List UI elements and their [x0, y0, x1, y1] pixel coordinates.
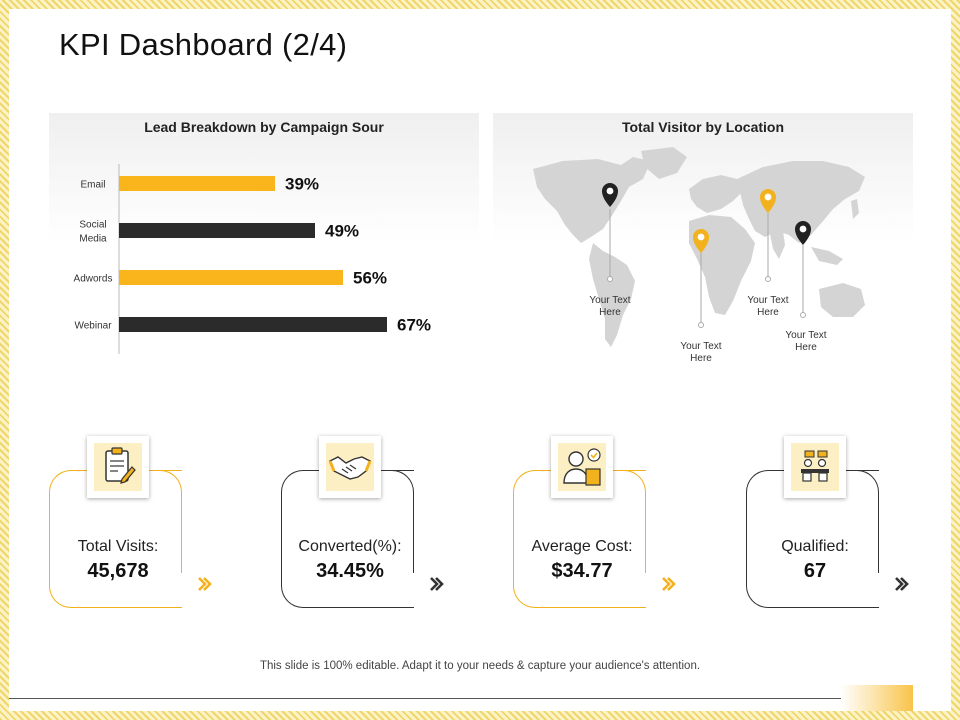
bar	[119, 270, 343, 285]
pin-leader-dots	[607, 276, 806, 328]
chevron-right-icon	[430, 577, 444, 591]
footer-note: This slide is 100% editable. Adapt it to…	[259, 660, 701, 672]
bottom-divider	[9, 698, 849, 699]
kpi-value: 45,678	[87, 560, 149, 582]
kpi-label: Converted(%):	[298, 538, 402, 555]
north-america-shape	[533, 157, 651, 243]
location-pin-russia	[760, 189, 776, 213]
lead-breakdown-panel: Lead Breakdown by Campaign Sour	[49, 113, 479, 299]
bar-value-label: 56%	[353, 269, 387, 288]
kpi-card-total-visits: Total Visits: 45,678	[49, 434, 219, 624]
greenland-shape	[641, 147, 687, 179]
bar-value-label: 49%	[325, 222, 359, 241]
world-map: Your Text Here Your Text Here Your Text …	[493, 139, 913, 379]
location-pin-asia	[795, 221, 811, 245]
south-america-shape	[589, 243, 635, 347]
location-label-russia: Your Text Here	[747, 295, 789, 318]
location-pins	[602, 183, 811, 328]
india-shape	[769, 229, 785, 259]
chevron-right-icon	[895, 577, 909, 591]
kpi-card-converted: Converted(%): 34.45%	[281, 434, 451, 624]
bar-category-label: Webinar	[74, 321, 112, 332]
southeast-asia-shape	[811, 247, 843, 265]
kpi-frame-right	[379, 470, 414, 573]
location-label-north-america: Your Text Here	[589, 295, 631, 318]
world-map-landmass	[533, 147, 865, 347]
australia-shape	[819, 283, 865, 317]
japan-shape	[851, 199, 859, 219]
location-label-asia: Your Text Here	[785, 330, 827, 353]
corner-accent	[841, 685, 913, 711]
kpi-card-qualified: Qualified: 67	[746, 434, 916, 624]
location-pin-north-america	[602, 183, 618, 207]
europe-shape	[689, 175, 743, 213]
kpi-icon-box	[784, 436, 846, 498]
kpi-icon-box	[87, 436, 149, 498]
chevron-right-icon	[198, 577, 212, 591]
bar-value-label: 39%	[285, 175, 319, 194]
location-pin-africa	[693, 229, 709, 253]
bar-value-label: 67%	[397, 316, 431, 335]
kpi-icon-box	[551, 436, 613, 498]
world-map-graphic	[533, 147, 865, 347]
kpi-value: 67	[803, 560, 827, 582]
asia-shape	[737, 161, 865, 243]
lead-breakdown-title: Lead Breakdown by Campaign Sour	[144, 119, 384, 135]
bar	[119, 223, 315, 238]
kpi-frame-right	[147, 470, 182, 573]
clipboard-icon	[105, 447, 136, 484]
meeting-icon	[801, 450, 829, 482]
kpi-frame-right	[611, 470, 646, 573]
slide: KPI Dashboard (2/4) Lead Breakdown by Ca…	[9, 9, 951, 711]
page-title: KPI Dashboard (2/4)	[59, 27, 348, 62]
kpi-label: Qualified:	[781, 538, 849, 555]
kpi-icon-box	[319, 436, 381, 498]
location-label-africa: Your Text Here	[680, 341, 722, 364]
handshake-icon	[328, 456, 372, 480]
kpi-label: Average Cost:	[531, 538, 633, 555]
bar	[119, 317, 387, 332]
bar-category-label: Email	[80, 180, 105, 191]
kpi-label: Total Visits:	[77, 538, 159, 555]
bar-category-label: Adwords	[74, 274, 113, 285]
bar-category-label: Social Media	[79, 220, 107, 245]
kpi-value: 34.45%	[316, 560, 384, 582]
kpi-card-average-cost: Average Cost: $34.77	[513, 434, 683, 624]
person-document-icon	[563, 448, 601, 486]
visitor-location-title: Total Visitor by Location	[621, 119, 785, 135]
pin-leader-lines	[609, 209, 804, 325]
kpi-value: $34.77	[551, 560, 613, 582]
kpi-frame-right	[844, 470, 879, 573]
chevron-right-icon	[662, 577, 676, 591]
lead-bar-chart: Email 39% Social Media 49% Adwords 56% Webinar 6…	[74, 164, 431, 354]
bar	[119, 176, 275, 191]
